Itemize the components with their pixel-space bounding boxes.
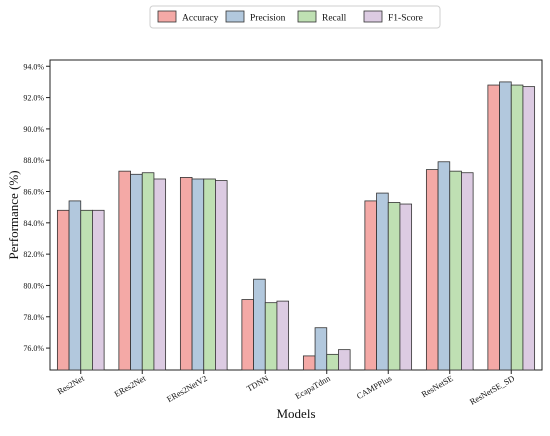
x-tick-label: ResNetSE_SD	[468, 373, 516, 407]
legend-label: F1-Score	[388, 14, 423, 24]
x-tick-label: TDNN	[245, 373, 270, 393]
y-tick-label: 94.0%	[23, 62, 44, 71]
x-tick-label: ERes2NetV2	[165, 373, 209, 404]
legend-swatch	[157, 10, 177, 23]
bar-precision-campplus	[376, 192, 389, 371]
y-tick-label: 86.0%	[23, 188, 44, 197]
bar-precision-ecapatdnn	[314, 327, 328, 371]
bar-precision-resnetse	[437, 161, 451, 371]
legend-label: Precision	[250, 14, 286, 24]
bars	[56, 81, 536, 371]
bar-recall-ecapatdnn	[326, 353, 339, 371]
bar-precision-eres2net	[130, 173, 143, 371]
y-axis: 76.0% 78.0% 80.0% 82.0% 84.0% 86.0% 88.0% 90.0%…	[23, 62, 50, 353]
bar-f1-score-res2net	[92, 209, 105, 371]
plot-area	[49, 59, 543, 371]
legend-swatch	[297, 10, 317, 23]
legend-label: Recall	[322, 14, 347, 24]
bar-f1-score-resnetse-sd	[522, 86, 536, 371]
bar-accuracy-resnetse-sd	[487, 84, 500, 371]
bar-recall-campplus	[387, 202, 401, 371]
bar-recall-res2net	[80, 209, 93, 371]
y-axis-title: Performance (%)	[6, 170, 21, 259]
x-tick-label: EcapaTdnn	[293, 373, 332, 401]
x-axis: Res2Net ERes2Net ERes2NetV2 TDNN EcapaTdnn CA…	[55, 370, 516, 407]
legend-swatch	[363, 10, 383, 23]
y-tick-label: 82.0%	[23, 250, 44, 259]
bar-recall-tdnn	[264, 302, 278, 371]
y-tick-label: 78.0%	[23, 313, 44, 322]
bar-precision-resnetse-sd	[499, 81, 512, 371]
bar-accuracy-campplus	[364, 200, 377, 371]
x-tick-label: CAMPPlus	[355, 373, 394, 401]
bar-precision-tdnn	[253, 278, 266, 371]
bar-f1-score-resnetse	[461, 172, 474, 371]
bar-f1-score-tdnn	[276, 300, 290, 371]
bar-accuracy-ecapatdnn	[302, 355, 316, 371]
bar-f1-score-eres2netv2	[215, 180, 228, 371]
bar-f1-score-eres2net	[153, 178, 167, 371]
bar-precision-eres2netv2	[191, 178, 205, 371]
legend-label: Accuracy	[182, 14, 219, 24]
y-tick-label: 90.0%	[23, 125, 44, 134]
bar-f1-score-ecapatdnn	[338, 349, 351, 371]
bar-precision-res2net	[68, 200, 82, 371]
legend-swatch	[225, 10, 245, 23]
bar-accuracy-resnetse	[425, 169, 439, 371]
y-tick-label: 92.0%	[23, 94, 44, 103]
bar-recall-resnetse-sd	[510, 84, 524, 371]
x-tick-label: ERes2Net	[112, 373, 147, 399]
x-axis-title: Models	[277, 406, 316, 421]
y-tick-label: 76.0%	[23, 344, 44, 353]
y-tick-label: 80.0%	[23, 281, 44, 290]
bar-accuracy-eres2netv2	[179, 177, 193, 371]
bar-accuracy-tdnn	[241, 299, 254, 371]
bar-accuracy-eres2net	[118, 170, 131, 371]
legend: Accuracy Precision Recall F1-Score	[149, 5, 441, 29]
bar-recall-eres2netv2	[203, 178, 216, 371]
x-tick-label: Res2Net	[55, 373, 86, 397]
bar-recall-resnetse	[449, 170, 462, 371]
bar-accuracy-res2net	[56, 209, 70, 371]
x-tick-label: ResNetSE	[419, 373, 454, 399]
y-tick-label: 84.0%	[23, 219, 44, 228]
bar-recall-eres2net	[141, 172, 155, 371]
bar-f1-score-campplus	[399, 203, 413, 371]
y-tick-label: 88.0%	[23, 156, 44, 165]
